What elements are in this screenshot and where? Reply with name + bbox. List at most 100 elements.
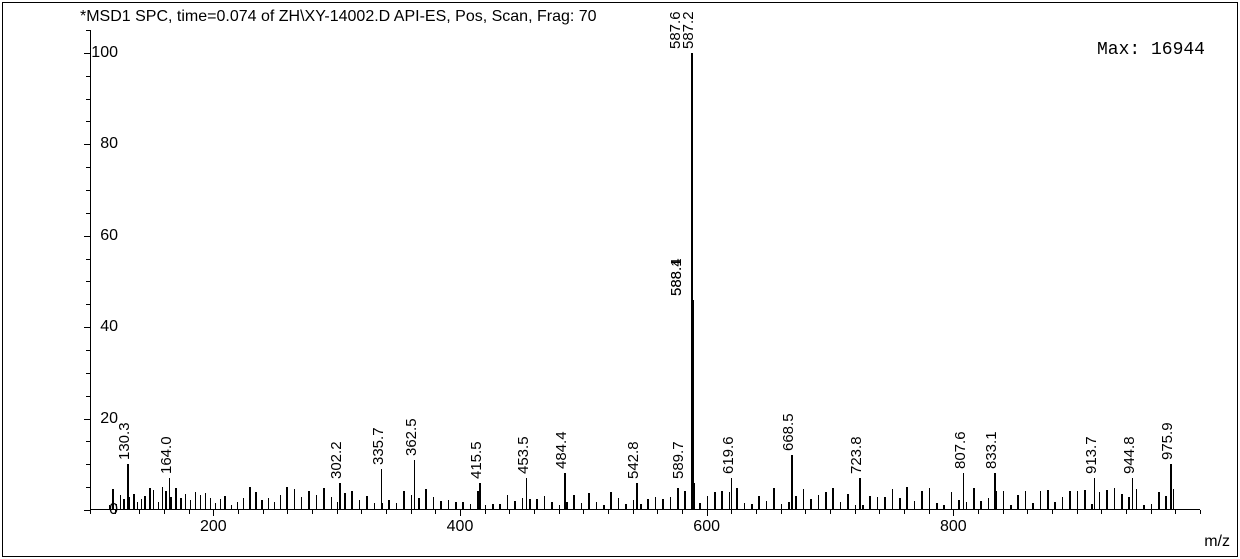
noise-peak bbox=[316, 495, 318, 510]
labeled-peak bbox=[1170, 464, 1172, 510]
noise-peak bbox=[433, 497, 435, 510]
peak-label: 164.0 bbox=[158, 436, 175, 474]
noise-peak bbox=[133, 494, 135, 510]
noise-peak bbox=[243, 498, 245, 510]
x-tick-label: 600 bbox=[693, 518, 720, 536]
noise-peak bbox=[1099, 492, 1101, 510]
noise-peak bbox=[625, 504, 627, 510]
noise-peak bbox=[766, 501, 768, 510]
noise-peak bbox=[758, 496, 760, 510]
noise-peak bbox=[344, 493, 346, 510]
noise-peak bbox=[1025, 491, 1027, 510]
labeled-peak bbox=[859, 478, 861, 510]
x-tick-minor bbox=[189, 510, 190, 514]
noise-peak bbox=[448, 500, 450, 510]
labeled-peak bbox=[127, 464, 129, 510]
peak-label: 302.2 bbox=[328, 441, 345, 479]
noise-peak bbox=[351, 491, 353, 510]
peak-label: 589.7 bbox=[670, 441, 687, 479]
noise-peak bbox=[529, 499, 531, 510]
x-tick-minor bbox=[682, 510, 683, 514]
peak-label: 723.8 bbox=[848, 436, 865, 474]
y-tick bbox=[84, 236, 90, 237]
y-tick-minor bbox=[86, 213, 90, 214]
noise-peak bbox=[832, 488, 834, 510]
peak-label: 484.4 bbox=[553, 432, 570, 470]
y-tick-label: 100 bbox=[91, 44, 118, 62]
noise-peak bbox=[1032, 503, 1034, 510]
noise-peak bbox=[507, 495, 509, 510]
noise-peak bbox=[1121, 494, 1123, 510]
y-tick-minor bbox=[86, 304, 90, 305]
x-tick-minor bbox=[485, 510, 486, 514]
noise-peak bbox=[268, 498, 270, 510]
noise-peak bbox=[1040, 491, 1042, 510]
noise-peak bbox=[869, 496, 871, 510]
noise-peak bbox=[1158, 492, 1160, 510]
labeled-peak bbox=[731, 478, 733, 510]
noise-peak bbox=[162, 487, 164, 510]
x-tick-minor bbox=[929, 510, 930, 514]
y-tick bbox=[84, 327, 90, 328]
noise-peak bbox=[403, 491, 405, 510]
labeled-peak bbox=[791, 455, 793, 510]
noise-peak bbox=[633, 500, 635, 510]
noise-peak bbox=[684, 491, 686, 510]
noise-peak bbox=[1010, 505, 1012, 510]
peak-label: 335.7 bbox=[370, 427, 387, 465]
noise-peak bbox=[714, 492, 716, 510]
x-tick-minor bbox=[756, 510, 757, 514]
noise-peak bbox=[751, 504, 753, 510]
peak-label: 587.6 bbox=[667, 11, 684, 49]
noise-peak bbox=[1017, 495, 1019, 510]
x-tick-minor bbox=[1151, 510, 1152, 514]
y-tick-minor bbox=[86, 30, 90, 31]
noise-peak bbox=[1165, 496, 1167, 510]
x-tick-minor bbox=[879, 510, 880, 514]
noise-peak bbox=[1054, 502, 1056, 510]
noise-peak bbox=[707, 496, 709, 510]
y-tick-label: 80 bbox=[100, 135, 118, 153]
x-tick-minor bbox=[1200, 510, 1201, 514]
y-tick-minor bbox=[86, 259, 90, 260]
x-tick-minor bbox=[559, 510, 560, 514]
noise-peak bbox=[795, 496, 797, 510]
chart-title: *MSD1 SPC, time=0.074 of ZH\XY-14002.D A… bbox=[80, 8, 597, 26]
labeled-peak bbox=[169, 478, 171, 510]
noise-peak bbox=[274, 502, 276, 510]
noise-peak bbox=[175, 488, 177, 510]
y-tick bbox=[84, 53, 90, 54]
noise-peak bbox=[973, 488, 975, 510]
x-tick-minor bbox=[805, 510, 806, 514]
y-tick-minor bbox=[86, 99, 90, 100]
noise-peak bbox=[261, 500, 263, 510]
noise-peak bbox=[220, 499, 222, 510]
peak-label: 130.3 bbox=[116, 423, 133, 461]
noise-peak bbox=[190, 500, 192, 510]
x-tick-minor bbox=[361, 510, 362, 514]
noise-peak bbox=[736, 488, 738, 510]
y-tick-minor bbox=[86, 396, 90, 397]
y-tick-minor bbox=[86, 373, 90, 374]
x-tick-minor bbox=[1175, 510, 1176, 514]
peak-label: 542.8 bbox=[625, 441, 642, 479]
noise-peak bbox=[499, 504, 501, 510]
peak-label: 588.1 bbox=[668, 258, 685, 296]
noise-peak bbox=[670, 497, 672, 510]
noise-peak bbox=[988, 498, 990, 510]
noise-peak bbox=[1069, 491, 1071, 510]
x-tick-minor bbox=[904, 510, 905, 514]
x-tick-minor bbox=[830, 510, 831, 514]
noise-peak bbox=[788, 502, 790, 510]
labeled-peak bbox=[963, 473, 965, 510]
x-tick-label: 200 bbox=[200, 518, 227, 536]
noise-peak bbox=[921, 491, 923, 510]
noise-peak bbox=[249, 487, 251, 510]
noise-peak bbox=[847, 494, 849, 510]
noise-peak bbox=[137, 502, 139, 510]
noise-peak bbox=[818, 495, 820, 510]
x-tick-minor bbox=[411, 510, 412, 514]
noise-peak bbox=[810, 499, 812, 510]
x-tick-minor bbox=[1101, 510, 1102, 514]
noise-peak bbox=[492, 504, 494, 510]
